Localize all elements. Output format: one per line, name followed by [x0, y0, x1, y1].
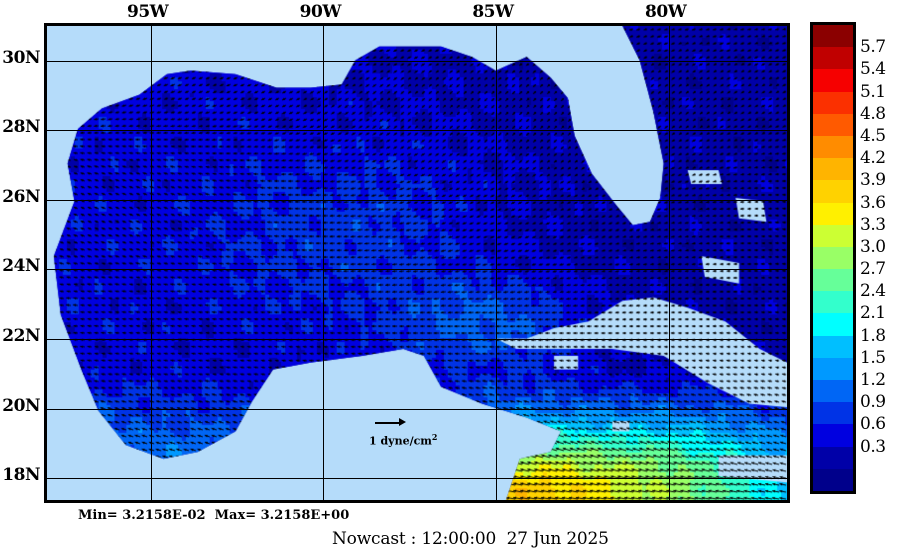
colorbar-band-6 — [813, 158, 853, 181]
colorbar-tick-4-5: 4.5 — [860, 125, 886, 146]
colorbar-band-13 — [813, 313, 853, 336]
colorbar-tick-0-6: 0.6 — [860, 414, 886, 435]
colorbar-band-2 — [813, 69, 853, 92]
colorbar-band-11 — [813, 269, 853, 292]
colorbar-tick-3-3: 3.3 — [860, 214, 886, 235]
colorbar-band-15 — [813, 357, 853, 380]
gridline-parallel — [47, 130, 787, 131]
colorbar-tick-0-3: 0.3 — [860, 436, 886, 457]
colorbar-tick-labels: 5.7 5.4 5.1 4.8 4.5 4.2 3.9 3.6 3.3 3.0 2.7 2.4 2.1 1… — [860, 22, 909, 494]
gridline-meridian — [323, 26, 324, 500]
colorbar-tick-3-9: 3.9 — [860, 170, 886, 191]
gridline-parallel — [47, 339, 787, 340]
colorbar-band-12 — [813, 291, 853, 314]
colorbar-band-9 — [813, 224, 853, 247]
gridline-parallel — [47, 269, 787, 270]
colorbar-gradient — [813, 25, 853, 491]
latitude-tick-26n: 26N — [2, 186, 40, 207]
longitude-tick-90w: 90W — [299, 2, 342, 22]
colorbar-band-19 — [813, 446, 853, 469]
colorbar-band-10 — [813, 246, 853, 270]
colorbar-band-4 — [813, 113, 853, 136]
colorbar-tick-5-1: 5.1 — [860, 81, 886, 102]
latitude-tick-22n: 22N — [2, 326, 40, 347]
colorbar-tick-2-1: 2.1 — [860, 303, 886, 324]
colorbar-band-18 — [813, 424, 853, 447]
colorbar-tick-1-5: 1.5 — [860, 347, 886, 368]
longitude-tick-95w: 95W — [126, 2, 169, 22]
min-max-statistics: Min= 3.2158E-02 Max= 3.2158E+00 — [78, 508, 350, 523]
colorbar-band-16 — [813, 380, 853, 403]
colorbar-tick-4-2: 4.2 — [860, 148, 886, 169]
map-plot-area[interactable]: 1 dyne/cm2 — [44, 23, 790, 503]
nowcast-timestamp: Nowcast : 12:00:00 27 Jun 2025 — [332, 529, 609, 549]
colorbar-band-7 — [813, 180, 853, 203]
colorbar-band-0 — [813, 25, 853, 48]
gridline-meridian — [151, 26, 152, 500]
colorbar[interactable] — [810, 22, 856, 494]
gridline-parallel — [47, 478, 787, 479]
colorbar-band-3 — [813, 91, 853, 114]
colorbar-tick-1-2: 1.2 — [860, 370, 886, 391]
gridline-meridian — [669, 26, 670, 500]
longitude-tick-80w: 80W — [645, 2, 687, 22]
latitude-tick-30n: 30N — [2, 47, 40, 68]
gridline-parallel — [47, 61, 787, 62]
colorbar-tick-2-4: 2.4 — [860, 281, 886, 302]
colorbar-band-8 — [813, 202, 853, 225]
wind-stress-field-canvas — [47, 26, 787, 500]
colorbar-tick-4-8: 4.8 — [860, 103, 886, 124]
latitude-tick-24n: 24N — [2, 256, 40, 277]
colorbar-tick-2-7: 2.7 — [860, 259, 886, 280]
colorbar-band-5 — [813, 135, 853, 159]
latitude-tick-28n: 28N — [2, 117, 40, 138]
colorbar-tick-5-4: 5.4 — [860, 59, 886, 80]
colorbar-band-14 — [813, 335, 853, 358]
colorbar-tick-0-9: 0.9 — [860, 392, 886, 413]
gridline-parallel — [47, 200, 787, 201]
colorbar-band-1 — [813, 47, 853, 70]
colorbar-band-20 — [813, 468, 853, 491]
gridline-parallel — [47, 409, 787, 410]
colorbar-tick-3-0: 3.0 — [860, 236, 886, 257]
gridline-meridian — [496, 26, 497, 500]
colorbar-band-17 — [813, 402, 853, 425]
latitude-tick-20n: 20N — [2, 395, 40, 416]
colorbar-tick-1-8: 1.8 — [860, 325, 886, 346]
longitude-tick-85w: 85W — [472, 2, 514, 22]
colorbar-tick-3-6: 3.6 — [860, 192, 886, 213]
latitude-tick-18n: 18N — [2, 465, 40, 486]
colorbar-tick-5-7: 5.7 — [860, 37, 886, 58]
